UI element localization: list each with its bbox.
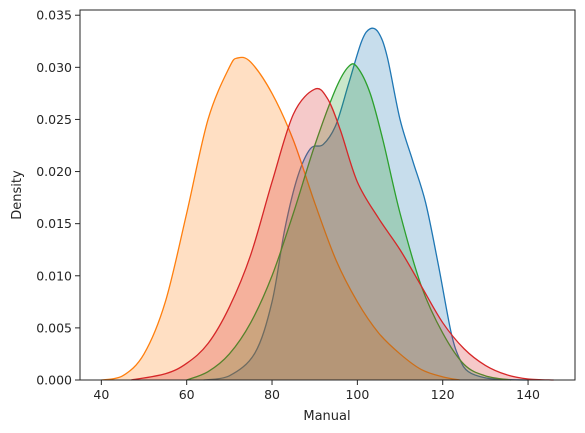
series-2-line: [101, 56, 460, 381]
x-tick-label: 120: [431, 387, 455, 402]
x-tick-label: 40: [93, 387, 109, 402]
x-axis-label: Manual: [303, 409, 350, 424]
y-tick-label: 0.030: [36, 60, 72, 75]
y-tick-label: 0.020: [36, 164, 72, 179]
series-4-line: [131, 87, 554, 381]
y-tick-label: 0.000: [36, 373, 72, 388]
y-tick-label: 0.035: [36, 8, 72, 23]
y-axis-label: Density: [10, 170, 25, 220]
x-tick-label: 140: [516, 387, 540, 402]
x-tick-label: 100: [345, 387, 369, 402]
y-axis: 0.000 0.005 0.010 0.015 0.020 0.025 0.030 0.035: [36, 8, 80, 388]
series-1-area: [203, 28, 529, 380]
series-layer: [101, 27, 554, 381]
y-tick-label: 0.010: [36, 268, 72, 283]
series-3-area: [186, 63, 511, 380]
y-tick-label: 0.025: [36, 112, 72, 127]
series-4-area: [131, 88, 554, 380]
y-tick-label: 0.015: [36, 216, 72, 231]
plot-frame: [79, 9, 576, 381]
x-axis: 40 60 80 100 120 140: [93, 380, 540, 402]
y-tick-label: 0.005: [36, 320, 72, 335]
x-tick-label: 60: [179, 387, 195, 402]
series-3-line: [186, 63, 512, 381]
series-2-area: [101, 57, 460, 380]
x-tick-label: 80: [264, 387, 280, 402]
